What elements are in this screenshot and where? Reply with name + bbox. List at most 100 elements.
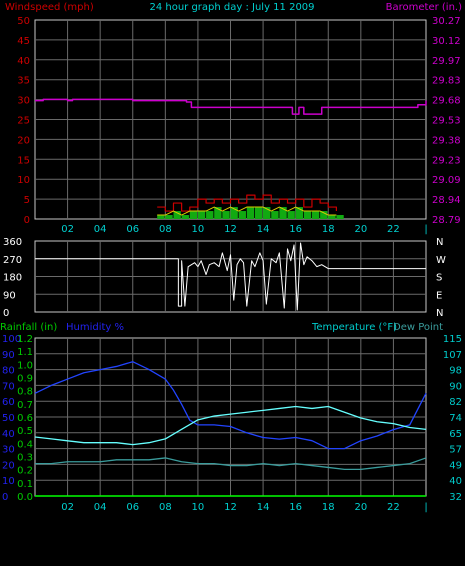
barometer-tick-label: 29.23: [432, 155, 461, 166]
barometer-tick-label: 29.53: [432, 116, 461, 127]
direction-tick-label: 360: [3, 237, 22, 248]
hour-tick-label: 14: [257, 502, 270, 513]
rainfall-axis-title: Rainfall (in): [0, 322, 57, 333]
barometer-tick-label: 28.79: [432, 215, 461, 226]
hour-tick-label: 06: [126, 502, 139, 513]
hour-tick-label: 12: [224, 224, 237, 235]
wind-average-bar: [303, 211, 312, 219]
hour-tick-label: 08: [159, 502, 172, 513]
direction-tick-label: 90: [3, 290, 16, 301]
graph-title: 24 hour graph day : July 11 2009: [149, 2, 314, 13]
temperature-tick-label: 65: [449, 429, 462, 440]
humidity-tick-label: 10: [2, 476, 15, 487]
windspeed-tick-label: 20: [17, 135, 30, 146]
windspeed-tick-label: 45: [17, 36, 30, 47]
wind-gust-line: [157, 194, 337, 212]
wind-average-bar: [189, 211, 198, 219]
windspeed-tick-label: 50: [17, 16, 30, 27]
barometer-tick-label: 28.94: [432, 195, 461, 206]
humidity-tick-label: 90: [2, 350, 15, 361]
humidity-tick-label: 100: [2, 334, 21, 345]
wind-average-bar: [311, 211, 320, 219]
hour-tick-label: 10: [192, 502, 205, 513]
barometer-tick-label: 29.83: [432, 76, 461, 87]
wind-average-bar: [173, 211, 181, 219]
humidity-tick-label: 40: [2, 429, 15, 440]
temperature-tick-label: 98: [449, 366, 462, 377]
windspeed-tick-label: 30: [17, 96, 30, 107]
barometer-axis-title: Barometer (in.): [386, 2, 462, 13]
wind-direction-line: [35, 242, 426, 311]
temperature-line: [34, 405, 427, 446]
temperature-axis-title: Temperature (°F): [311, 322, 397, 333]
wind-average-bar: [197, 211, 206, 219]
temperature-tick-label: 82: [449, 397, 462, 408]
compass-tick-label: E: [436, 290, 442, 301]
windspeed-tick-label: 15: [17, 155, 30, 166]
wind-average-bar: [222, 211, 230, 219]
rainfall-tick-label: 0.0: [17, 492, 33, 503]
wind-average-bar: [336, 215, 344, 219]
temperature-tick-label: 32: [449, 492, 462, 503]
rainfall-tick-label: 0.9: [17, 374, 33, 385]
temperature-tick-label: 90: [449, 381, 462, 392]
rainfall-tick-label: 1.0: [17, 360, 33, 371]
hour-tick-label: 16: [289, 502, 302, 513]
windspeed-tick-label: 0: [24, 215, 30, 226]
wind-average-bar: [271, 211, 279, 219]
barometer-tick-label: 29.97: [432, 56, 461, 67]
hour-tick-label: 06: [126, 224, 139, 235]
hour-tick-label: 20: [354, 224, 367, 235]
hour-tick-label: 14: [257, 224, 270, 235]
barometer-tick-label: 29.38: [432, 135, 461, 146]
hour-tick-label: 12: [224, 502, 237, 513]
hour-tick-label: 04: [94, 224, 107, 235]
humidity-tick-label: 0: [2, 492, 8, 503]
hour-tick-label: 02: [61, 502, 74, 513]
direction-tick-label: 180: [3, 273, 22, 284]
humidity-tick-label: 60: [2, 397, 15, 408]
hour-tick-label: 22: [387, 502, 400, 513]
wind-average-bar: [214, 207, 222, 219]
hour-tick-label: |: [424, 224, 427, 235]
barometer-tick-label: 30.27: [432, 16, 461, 27]
humidity-tick-label: 80: [2, 366, 15, 377]
humidity-line: [34, 361, 427, 450]
rainfall-tick-label: 0.8: [17, 387, 33, 398]
windspeed-tick-label: 35: [17, 76, 30, 87]
hour-tick-label: 08: [159, 224, 172, 235]
rainfall-tick-label: 1.1: [17, 347, 33, 358]
rainfall-tick-label: 0.3: [17, 453, 33, 464]
wind-average-bar: [230, 207, 238, 219]
wind-average-bar: [181, 215, 189, 219]
windspeed-tick-label: 40: [17, 56, 30, 67]
data-series: [34, 98, 427, 497]
rainfall-tick-label: 0.1: [17, 479, 33, 490]
direction-tick-label: 0: [3, 308, 9, 319]
hour-tick-label: 02: [61, 224, 74, 235]
compass-tick-label: N: [436, 308, 443, 319]
hour-tick-label: 04: [94, 502, 107, 513]
temperature-tick-label: 107: [443, 350, 462, 361]
windspeed-tick-label: 25: [17, 116, 30, 127]
rainfall-tick-label: 0.6: [17, 413, 33, 424]
wind-average-bar: [157, 215, 165, 219]
compass-tick-label: N: [436, 237, 443, 248]
temperature-tick-label: 115: [443, 334, 462, 345]
direction-tick-label: 270: [3, 255, 22, 266]
hour-tick-label: 18: [322, 224, 335, 235]
compass-tick-label: S: [436, 273, 442, 284]
temperature-tick-label: 57: [449, 445, 462, 456]
wind-average-bar: [165, 215, 173, 219]
rainfall-tick-label: 0.2: [17, 466, 33, 477]
dewpoint-axis-title: Dew Point: [393, 322, 443, 333]
wind-average-bar: [263, 207, 271, 219]
windspeed-axis-title: Windspeed (mph): [5, 2, 94, 13]
compass-tick-label: W: [436, 255, 446, 266]
humidity-tick-label: 30: [2, 445, 15, 456]
rainfall-tick-label: 0.7: [17, 400, 33, 411]
temperature-tick-label: 49: [449, 460, 462, 471]
wind-average-line: [157, 206, 337, 216]
humidity-tick-label: 50: [2, 413, 15, 424]
